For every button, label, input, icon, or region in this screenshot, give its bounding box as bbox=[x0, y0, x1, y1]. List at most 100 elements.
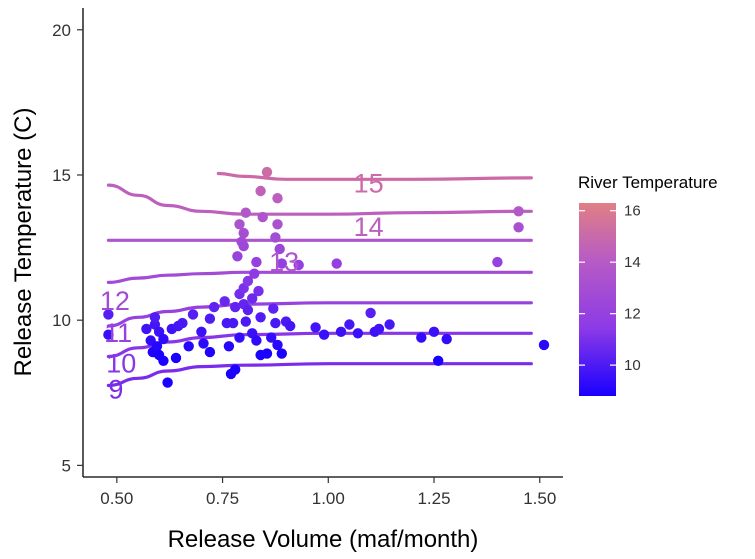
legend-ticks: 10 12 14 16 bbox=[579, 203, 641, 374]
data-point bbox=[335, 326, 347, 337]
data-point bbox=[276, 348, 287, 359]
data-point bbox=[238, 240, 249, 252]
data-point bbox=[331, 258, 342, 269]
data-point bbox=[441, 333, 452, 345]
x-tick-label: 1.50 bbox=[523, 489, 556, 508]
legend-colorbar bbox=[579, 203, 616, 396]
data-point bbox=[270, 232, 281, 243]
data-point bbox=[247, 293, 258, 304]
data-point bbox=[177, 317, 188, 329]
contour-line-11 bbox=[106, 301, 533, 328]
data-point bbox=[162, 377, 173, 388]
data-point bbox=[240, 207, 251, 218]
y-axis-ticks: 5 10 15 20 bbox=[52, 21, 83, 475]
data-point bbox=[285, 320, 296, 332]
data-point bbox=[433, 355, 444, 366]
legend-tick-label: 16 bbox=[624, 203, 641, 220]
data-point bbox=[513, 222, 524, 233]
data-point bbox=[255, 312, 266, 323]
data-point bbox=[187, 309, 199, 320]
data-point bbox=[352, 328, 364, 339]
data-point bbox=[416, 332, 427, 343]
contour-label-9: 9 bbox=[108, 375, 123, 405]
data-point bbox=[141, 323, 152, 335]
data-point bbox=[492, 256, 503, 268]
contour-label-10: 10 bbox=[106, 348, 136, 378]
data-point bbox=[151, 341, 163, 352]
data-point bbox=[238, 227, 249, 239]
legend-tick-label: 10 bbox=[624, 357, 641, 374]
legend-tick-label: 12 bbox=[624, 306, 641, 323]
contour-label-11: 11 bbox=[104, 318, 132, 348]
data-point bbox=[204, 313, 216, 324]
y-tick-label: 20 bbox=[52, 21, 71, 40]
data-point bbox=[223, 341, 235, 352]
data-point bbox=[103, 309, 114, 320]
data-point bbox=[230, 301, 241, 313]
legend-tick-label: 14 bbox=[624, 254, 641, 271]
data-point bbox=[272, 339, 283, 351]
scatter-points bbox=[103, 166, 550, 388]
y-tick-label: 10 bbox=[52, 311, 71, 330]
data-point bbox=[242, 304, 254, 316]
data-point bbox=[232, 251, 243, 262]
x-tick-label: 1.25 bbox=[417, 489, 450, 508]
data-point bbox=[257, 211, 268, 223]
data-point bbox=[196, 326, 207, 337]
contour-line-9 bbox=[106, 362, 533, 388]
data-point bbox=[230, 364, 241, 375]
data-point bbox=[344, 319, 355, 330]
data-point bbox=[242, 275, 254, 287]
data-point bbox=[249, 268, 260, 279]
data-point bbox=[170, 352, 182, 364]
data-point bbox=[183, 341, 194, 352]
data-point bbox=[251, 335, 262, 346]
data-point bbox=[234, 332, 245, 343]
data-point bbox=[266, 332, 277, 343]
contour-line-14 bbox=[106, 183, 533, 216]
contour-label-13: 13 bbox=[269, 247, 299, 277]
data-point bbox=[310, 322, 321, 333]
data-point bbox=[272, 193, 283, 204]
axes bbox=[82, 8, 563, 478]
contour-line-15 bbox=[216, 171, 533, 181]
data-point bbox=[373, 323, 385, 335]
data-point bbox=[513, 206, 524, 217]
contour-label-15: 15 bbox=[354, 168, 384, 198]
data-point bbox=[268, 303, 279, 314]
x-axis-label: Release Volume (maf/month) bbox=[168, 526, 479, 553]
contour-label-12: 12 bbox=[100, 286, 130, 316]
legend-title: River Temperature bbox=[578, 173, 718, 192]
data-point bbox=[149, 312, 161, 323]
data-point bbox=[208, 301, 220, 313]
data-point bbox=[272, 219, 283, 230]
x-tick-label: 0.75 bbox=[206, 489, 239, 508]
data-point bbox=[274, 243, 285, 255]
x-tick-label: 0.50 bbox=[100, 489, 133, 508]
data-point bbox=[158, 355, 169, 366]
y-tick-label: 15 bbox=[52, 166, 71, 185]
data-point bbox=[103, 329, 114, 340]
data-point bbox=[253, 285, 264, 297]
contour-line-12 bbox=[106, 270, 533, 284]
contour-lines bbox=[106, 171, 533, 388]
x-axis-ticks: 0.50 0.75 1.00 1.25 1.50 bbox=[100, 477, 556, 508]
data-point bbox=[538, 339, 550, 351]
y-tick-label: 5 bbox=[62, 456, 71, 475]
data-point bbox=[255, 185, 266, 197]
x-tick-label: 1.00 bbox=[312, 489, 345, 508]
data-point bbox=[293, 259, 304, 271]
data-point bbox=[384, 319, 395, 330]
data-point bbox=[270, 317, 281, 329]
legend: River Temperature 10 12 14 16 bbox=[578, 173, 718, 396]
data-point bbox=[276, 258, 287, 269]
data-point bbox=[428, 326, 440, 337]
data-point bbox=[219, 296, 230, 307]
data-point bbox=[240, 316, 251, 327]
data-point bbox=[261, 348, 273, 359]
data-point bbox=[234, 219, 245, 230]
data-point bbox=[227, 317, 239, 329]
data-point bbox=[204, 346, 216, 358]
